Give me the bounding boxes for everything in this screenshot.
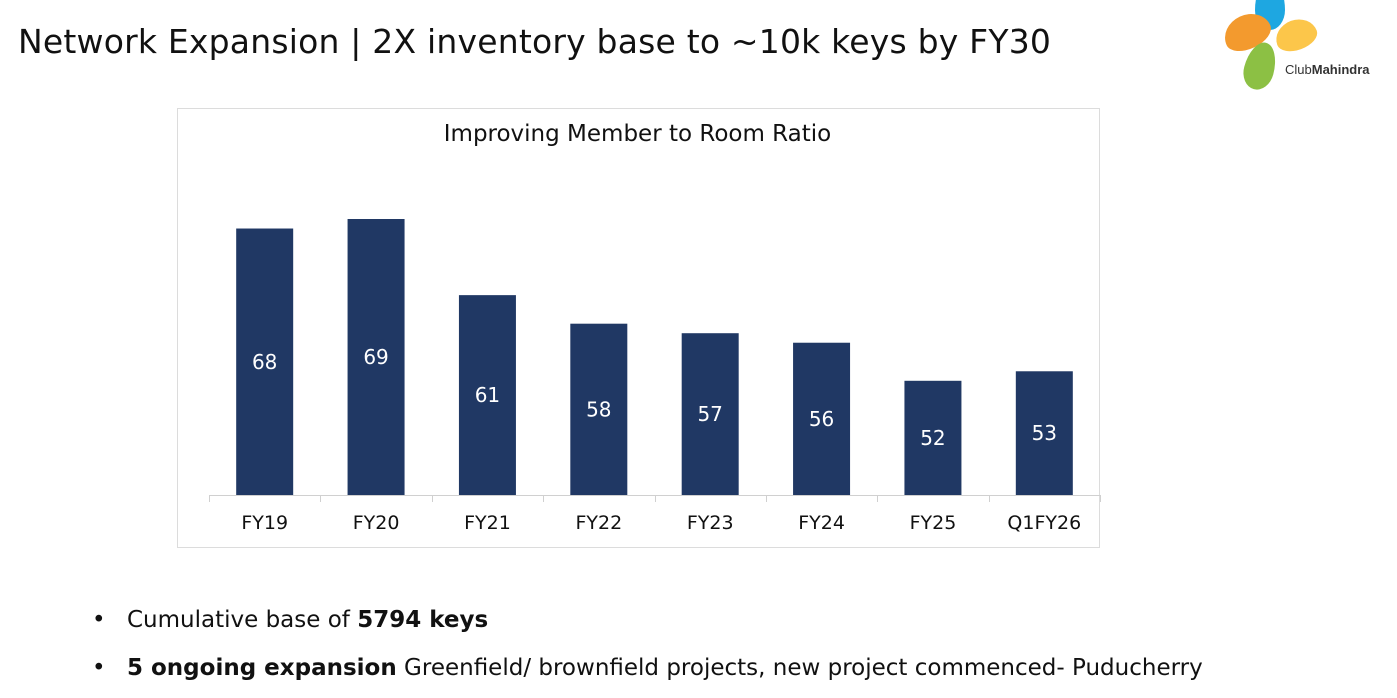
x-tick-label: FY24: [798, 512, 845, 534]
x-tick-label: FY22: [575, 512, 622, 534]
bullet-bold-text: 5 ongoing expansion: [127, 655, 397, 681]
page-title: Network Expansion | 2X inventory base to…: [18, 22, 1052, 61]
logo-text-club: Club: [1285, 62, 1312, 77]
bullet-item: • 5 ongoing expansion Greenfield/ brownfi…: [92, 650, 1203, 698]
club-mahindra-logo: [1215, 0, 1397, 95]
chart-title: Improving Member to Room Ratio: [443, 121, 832, 147]
bullet-bold-text: 5794 keys: [357, 607, 489, 633]
bullet-text: Greenfield/ brownfield projects, new pro…: [396, 655, 1203, 681]
data-label: 52: [920, 426, 945, 450]
x-tick-label: FY20: [353, 512, 400, 534]
bullet-marker: •: [92, 607, 106, 633]
bullet-marker: •: [92, 655, 106, 681]
x-tick-label: Q1FY26: [1007, 512, 1081, 534]
data-label: 61: [475, 383, 500, 407]
bar-FY20: [347, 219, 405, 495]
bullet-list: • Cumulative base of 5794 keys • 5 ongoing…: [92, 602, 1203, 698]
x-tick-label: FY23: [687, 512, 734, 534]
data-label: 68: [252, 350, 277, 374]
bar-Q1FY26: [1015, 371, 1073, 495]
bar-FY22: [570, 323, 628, 495]
bar-FY24: [793, 342, 851, 495]
data-label: 69: [363, 345, 388, 369]
bar-FY21: [458, 295, 516, 495]
bullet-text: Cumulative base of: [127, 607, 358, 633]
logo-text-mahindra: Mahindra: [1311, 62, 1370, 77]
chart-frame: [177, 108, 1100, 548]
data-label: 57: [697, 402, 722, 426]
data-label: 56: [809, 407, 834, 431]
bar-FY25: [904, 380, 962, 495]
x-tick-label: FY25: [910, 512, 957, 534]
x-tick-label: FY19: [241, 512, 288, 534]
x-tick-label: FY21: [464, 512, 511, 534]
bar-FY19: [236, 228, 294, 495]
bar-FY23: [681, 333, 739, 495]
data-label: 53: [1032, 421, 1057, 445]
bullet-item: • Cumulative base of 5794 keys: [92, 602, 1203, 650]
data-label: 58: [586, 397, 611, 421]
logo-text: ClubMahindra: [1285, 62, 1370, 77]
